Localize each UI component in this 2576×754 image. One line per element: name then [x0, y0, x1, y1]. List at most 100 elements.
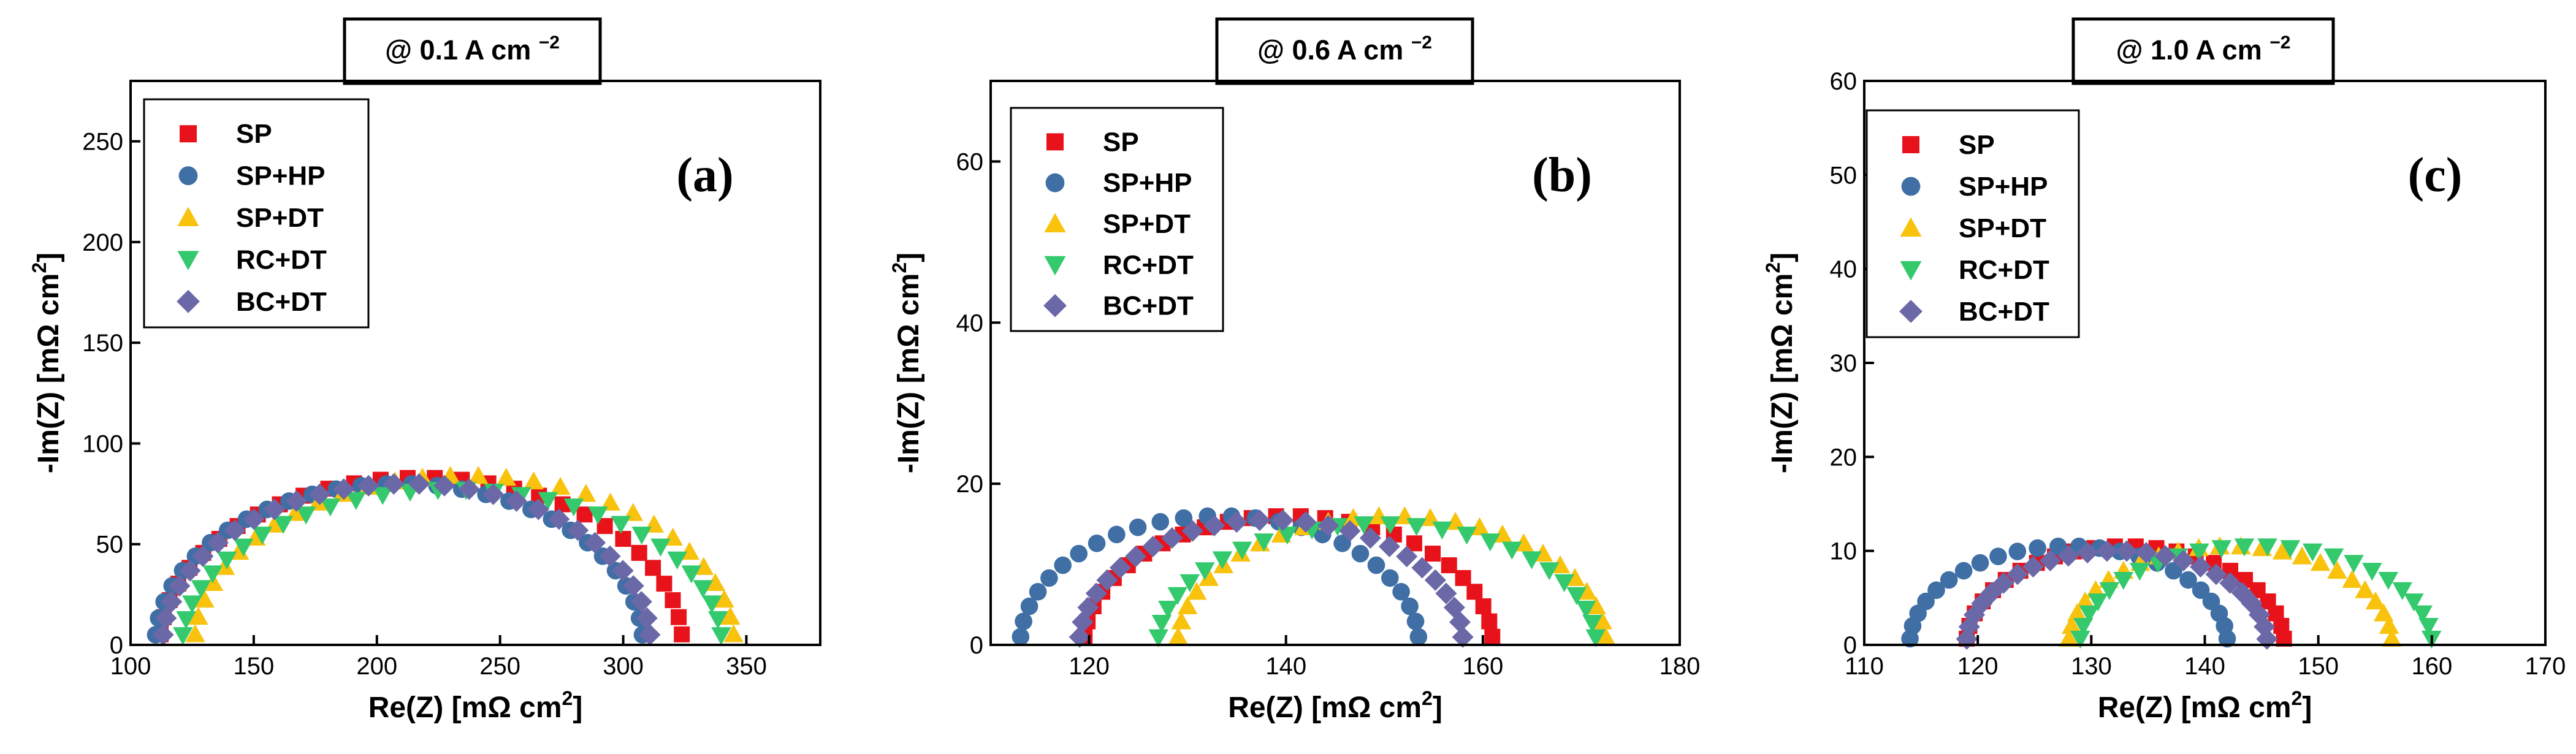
- data-point-rc-plus-dt: [182, 595, 202, 614]
- legend-marker-sp-plus-dt: [1044, 213, 1066, 232]
- x-tick-label: 110: [1845, 653, 1884, 680]
- data-point-bc-plus-dt: [1452, 626, 1474, 648]
- data-point-rc-plus-dt: [2323, 548, 2344, 566]
- legend-item-bc-plus-dt: BC+DT: [1043, 291, 1194, 321]
- data-point-rc-plus-dt: [538, 492, 558, 510]
- legend-box: [1010, 107, 1224, 332]
- data-point-bc-plus-dt: [2116, 540, 2138, 562]
- series-rc-plus-dt: [1148, 516, 1606, 647]
- legend-marker-sp-plus-hp: [1901, 177, 1921, 196]
- data-point-rc-plus-dt: [2392, 582, 2412, 601]
- panel-label: (c): [2408, 148, 2463, 202]
- legend-label: SP: [1959, 130, 1995, 160]
- legend-item-rc-plus-dt: RC+DT: [1900, 255, 2049, 285]
- data-point-rc-plus-dt: [2412, 605, 2433, 623]
- data-point-bc-plus-dt: [2173, 549, 2195, 572]
- x-tick-label: 100: [110, 653, 151, 680]
- y-tick-label: 0: [1843, 632, 1857, 659]
- data-point-rc-plus-dt: [2073, 617, 2094, 636]
- data-point-sp: [615, 531, 631, 547]
- data-point-sp-plus-dt: [1586, 596, 1606, 615]
- data-point-bc-plus-dt: [357, 474, 379, 497]
- data-point-rc-plus-dt: [2234, 538, 2255, 557]
- data-point-sp: [1475, 598, 1492, 615]
- x-tick-label: 160: [2411, 653, 2452, 680]
- data-point-sp: [674, 626, 690, 642]
- data-point-bc-plus-dt: [1069, 626, 1091, 648]
- legend-marker-sp-plus-dt: [1900, 217, 1922, 237]
- data-point-rc-plus-dt: [2362, 563, 2382, 581]
- x-tick-label: 140: [1265, 653, 1306, 680]
- series-rc-plus-dt: [2070, 538, 2442, 649]
- data-point-rc-plus-dt: [1480, 533, 1501, 552]
- data-point-sp-plus-dt: [2310, 552, 2331, 571]
- legend-marker-sp: [1046, 133, 1064, 151]
- data-point-sp-plus-hp: [1392, 583, 1410, 601]
- y-axis-title: -Im(Z) [mΩ cm2]: [888, 253, 925, 473]
- data-point-rc-plus-dt: [176, 611, 196, 630]
- data-point-sp: [631, 544, 647, 561]
- chart-title-box: [1215, 17, 1474, 85]
- data-point-sp: [1484, 628, 1501, 645]
- data-point-sp-plus-dt: [720, 606, 741, 625]
- data-point-bc-plus-dt: [2205, 563, 2227, 585]
- y-axis-title: -Im(Z) [mΩ cm2]: [1762, 253, 1799, 473]
- y-tick-label: 20: [1830, 444, 1858, 471]
- data-point-sp-plus-dt: [693, 557, 714, 575]
- data-point-bc-plus-dt: [2022, 556, 2044, 578]
- data-point-sp-plus-hp: [1129, 518, 1147, 536]
- data-point-sp: [645, 560, 661, 576]
- legend-marker-sp: [1902, 136, 1919, 153]
- data-point-sp-plus-dt: [714, 589, 734, 608]
- data-point-bc-plus-dt: [599, 545, 621, 567]
- data-point-bc-plus-dt: [1085, 582, 1107, 604]
- data-point-bc-plus-dt: [584, 531, 606, 554]
- data-point-sp: [1441, 557, 1457, 574]
- y-tick-label: 10: [1830, 538, 1858, 565]
- data-point-rc-plus-dt: [1522, 551, 1542, 569]
- data-point-sp-plus-dt: [1186, 582, 1207, 600]
- legend-marker-bc-plus-dt: [177, 289, 200, 313]
- data-point-rc-plus-dt: [191, 580, 211, 598]
- series-bc-plus-dt: [1956, 540, 2278, 650]
- data-point-bc-plus-dt: [1992, 572, 2014, 594]
- data-point-bc-plus-dt: [1124, 546, 1147, 568]
- data-point-sp-plus-hp: [1151, 512, 1170, 531]
- data-point-bc-plus-dt: [1317, 514, 1339, 537]
- y-tick-label: 30: [1830, 350, 1858, 377]
- data-point-bc-plus-dt: [1271, 509, 1294, 531]
- data-point-sp-plus-hp: [1381, 569, 1399, 587]
- data-point-rc-plus-dt: [2404, 593, 2424, 612]
- data-point-sp: [665, 592, 681, 609]
- legend-item-sp-plus-hp: SP+HP: [1045, 168, 1192, 198]
- data-point-bc-plus-dt: [1295, 511, 1317, 533]
- data-point-bc-plus-dt: [152, 623, 174, 646]
- y-tick-label: 50: [1830, 162, 1858, 189]
- data-point-rc-plus-dt: [2079, 605, 2100, 623]
- data-point-bc-plus-dt: [2189, 556, 2212, 578]
- data-point-rc-plus-dt: [1179, 574, 1200, 592]
- data-point-sp-plus-hp: [2165, 562, 2182, 580]
- data-point-rc-plus-dt: [295, 506, 316, 525]
- data-point-sp: [656, 576, 673, 592]
- data-area: [1901, 536, 2442, 650]
- data-point-rc-plus-dt: [216, 551, 237, 570]
- x-axis-title: Re(Z) [mΩ cm2]: [368, 687, 583, 724]
- data-point-sp-plus-hp: [1070, 544, 1088, 563]
- data-point-bc-plus-dt: [639, 623, 661, 646]
- data-point-rc-plus-dt: [1432, 521, 1452, 540]
- data-point-rc-plus-dt: [681, 565, 702, 584]
- legend-label: BC+DT: [1959, 297, 2049, 327]
- data-point-sp-plus-hp: [2179, 571, 2197, 589]
- legend-label: SP: [1103, 127, 1139, 157]
- data-point-bc-plus-dt: [179, 560, 201, 582]
- chart-title: @ 0.1 A cm −2: [385, 32, 560, 66]
- data-point-sp-plus-dt: [705, 573, 726, 591]
- data-point-bc-plus-dt: [1378, 535, 1401, 558]
- data-point-sp-plus-hp: [1351, 544, 1370, 563]
- data-point-sp-plus-dt: [2373, 603, 2394, 622]
- data-point-bc-plus-dt: [1096, 569, 1118, 591]
- data-point-rc-plus-dt: [701, 595, 722, 614]
- data-point-bc-plus-dt: [169, 575, 191, 597]
